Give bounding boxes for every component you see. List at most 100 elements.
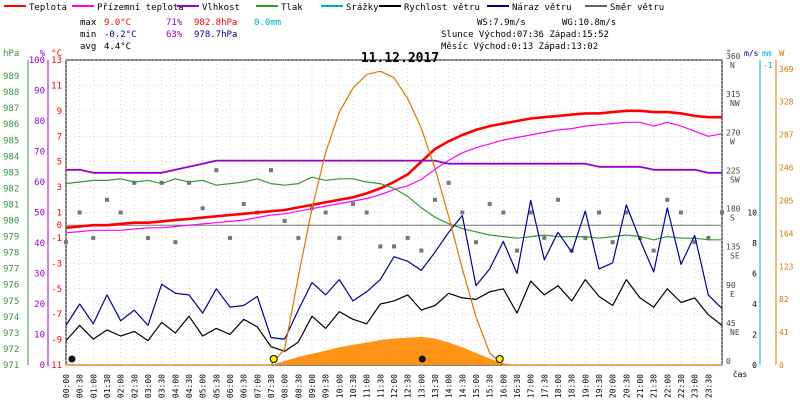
wind-tick-label: 8 bbox=[752, 239, 757, 248]
wind-direction-point bbox=[556, 197, 560, 202]
x-tick-label: 12:00 bbox=[390, 374, 399, 398]
humidity-tick-label: 90 bbox=[34, 87, 45, 97]
stats-min-temp: -0.2°C bbox=[104, 30, 137, 40]
x-tick-label: 18:00 bbox=[554, 374, 563, 398]
direction-tick-label: NE bbox=[730, 328, 740, 337]
wind-direction-point bbox=[146, 235, 150, 240]
humidity-tick-label: 10 bbox=[34, 331, 45, 341]
pressure-tick-label: 985 bbox=[3, 136, 19, 146]
stats-max-label: max bbox=[80, 18, 97, 28]
solar-tick-label: 205 bbox=[779, 196, 794, 205]
direction-tick-label: 225 bbox=[726, 166, 741, 175]
wind-direction-point bbox=[679, 210, 683, 215]
solar-tick-label: 0 bbox=[779, 361, 784, 370]
wind-direction-point bbox=[610, 240, 615, 245]
pressure-tick-label: 979 bbox=[3, 233, 19, 243]
stats-wind-gust: WG:10.8m/s bbox=[562, 18, 616, 28]
pressure-tick-label: 987 bbox=[3, 104, 19, 114]
x-tick-label: 08:30 bbox=[294, 374, 303, 398]
series-line-slune-n-z-en-teoretick- bbox=[66, 70, 722, 366]
x-tick-label: 22:00 bbox=[663, 374, 672, 398]
legend-label: Přízemní teplota bbox=[97, 3, 184, 13]
x-tick-label: 11:30 bbox=[376, 374, 385, 398]
solar-tick-label: 123 bbox=[779, 262, 794, 271]
x-tick-label: 01:00 bbox=[89, 374, 98, 398]
x-tick-label: 09:00 bbox=[308, 374, 317, 398]
x-tick-label: 03:00 bbox=[144, 374, 153, 398]
legend-label: Srážky bbox=[346, 3, 379, 13]
pressure-tick-label: 980 bbox=[3, 217, 19, 227]
wind-direction-point bbox=[405, 235, 410, 240]
solar-tick-label: 164 bbox=[779, 229, 794, 238]
x-tick-label: 05:00 bbox=[199, 374, 208, 398]
moonset-marker bbox=[418, 355, 426, 363]
pressure-axis-label: hPa bbox=[3, 49, 19, 59]
temperature-tick-label: 1 bbox=[57, 209, 62, 219]
wind-direction-point bbox=[351, 202, 355, 207]
temperature-tick-label: -7 bbox=[51, 310, 62, 320]
x-tick-label: 10:00 bbox=[335, 374, 344, 398]
temperature-tick-label: -1 bbox=[51, 234, 62, 244]
x-tick-label: 11:00 bbox=[363, 374, 372, 398]
wind-direction-point bbox=[77, 210, 82, 215]
direction-tick-label: NW bbox=[730, 99, 740, 108]
x-tick-label: 07:30 bbox=[267, 374, 276, 398]
humidity-axis-label: % bbox=[40, 49, 46, 59]
direction-tick-label: 45 bbox=[726, 319, 736, 328]
pressure-tick-label: 975 bbox=[3, 297, 19, 307]
wind-tick-label: 10 bbox=[747, 209, 757, 218]
temperature-tick-label: 0 bbox=[57, 221, 62, 231]
series-line-vlhkost bbox=[66, 159, 722, 174]
wind-direction-point bbox=[651, 248, 656, 253]
pressure-tick-label: 974 bbox=[3, 313, 19, 323]
x-tick-label: 19:30 bbox=[595, 374, 604, 398]
legend-label: Vlhkost bbox=[202, 3, 240, 13]
wind-direction-point bbox=[583, 235, 588, 240]
wind-direction-point bbox=[296, 235, 301, 240]
pressure-tick-label: 972 bbox=[3, 345, 19, 355]
x-tick-label: 09:30 bbox=[322, 374, 331, 398]
direction-tick-label: 0 bbox=[726, 357, 731, 366]
temperature-tick-label: 11 bbox=[51, 81, 62, 91]
x-tick-label: 16:30 bbox=[513, 374, 522, 398]
temperature-tick-label: 5 bbox=[57, 158, 62, 168]
x-tick-label: 15:00 bbox=[472, 374, 481, 398]
legend-label: Směr větru bbox=[610, 3, 664, 13]
stats-moon: Měsíc Východ:0:13 Západ:13:02 bbox=[441, 42, 598, 52]
direction-tick-label: 180 bbox=[726, 205, 741, 214]
legend-label: Teplota bbox=[29, 3, 67, 13]
wind-direction-point bbox=[200, 206, 205, 211]
x-axis-label: čas bbox=[733, 369, 748, 379]
wind-direction-point bbox=[91, 235, 96, 240]
x-tick-label: 15:30 bbox=[486, 374, 495, 398]
temperature-tick-label: 7 bbox=[57, 132, 62, 142]
humidity-tick-label: 30 bbox=[34, 270, 45, 280]
direction-tick-label: 315 bbox=[726, 90, 741, 99]
wind-direction-point bbox=[487, 202, 492, 207]
solar-tick-label: 41 bbox=[779, 328, 789, 337]
x-tick-label: 13:30 bbox=[431, 374, 440, 398]
stats-min-humidity: 63% bbox=[166, 30, 183, 40]
wind-axis-label: m/s bbox=[744, 49, 759, 58]
wind-direction-point bbox=[706, 235, 711, 240]
wind-direction-point bbox=[64, 240, 68, 245]
direction-tick-label: E bbox=[730, 290, 735, 299]
wind-direction-point bbox=[187, 180, 191, 185]
temperature-tick-label: -11 bbox=[46, 361, 62, 371]
x-tick-label: 22:30 bbox=[677, 374, 686, 398]
wind-direction-point bbox=[460, 210, 465, 215]
wind-direction-point bbox=[501, 210, 506, 215]
x-tick-label: 19:00 bbox=[581, 374, 590, 398]
x-tick-label: 14:00 bbox=[445, 374, 454, 398]
x-tick-label: 21:00 bbox=[636, 374, 645, 398]
series-solar-area bbox=[66, 336, 722, 365]
wind-direction-point bbox=[132, 180, 137, 185]
direction-tick-label: SE bbox=[730, 252, 740, 261]
x-tick-label: 23:30 bbox=[704, 374, 713, 398]
x-tick-label: 06:00 bbox=[226, 374, 235, 398]
x-tick-label: 01:30 bbox=[103, 374, 112, 398]
x-tick-label: 16:00 bbox=[499, 374, 508, 398]
wind-direction-point bbox=[364, 210, 369, 215]
stats-max-rain: 0.0mm bbox=[254, 18, 281, 28]
solar-axis-label: W bbox=[779, 49, 785, 59]
